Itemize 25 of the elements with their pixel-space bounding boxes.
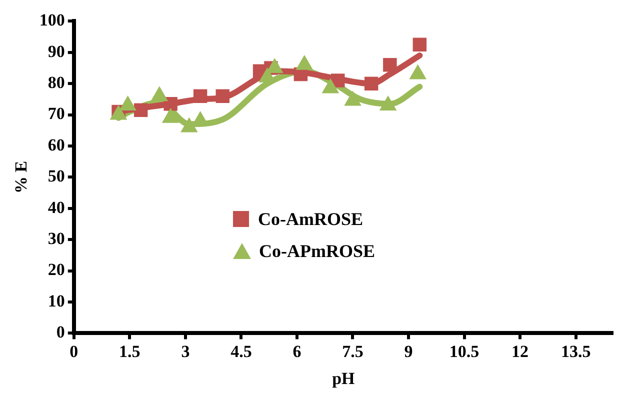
x-tick-label: 4.5 [230, 342, 252, 361]
y-tick-label: 50 [48, 166, 65, 186]
x-tick-label: 9 [404, 342, 413, 361]
legend-label: Co-APmROSE [259, 240, 375, 262]
y-tick-label: 60 [48, 135, 65, 154]
y-tick-label: 80 [48, 72, 65, 92]
x-axis-title: pH [332, 369, 355, 388]
x-tick-label: 6 [292, 342, 302, 361]
y-tick-label: 10 [48, 291, 65, 310]
y-tick-label: 30 [48, 228, 65, 248]
x-tick-label: 13.5 [560, 342, 591, 361]
x-tick-label: 0 [70, 342, 78, 361]
y-axis-title: % E [12, 160, 31, 194]
y-tick-label: 70 [48, 104, 65, 124]
x-tick-label: 7.5 [342, 342, 364, 361]
x-tick-label: 10.5 [449, 342, 480, 361]
legend-label: Co-AmROSE [258, 208, 364, 230]
x-tick-label: 12 [512, 342, 529, 361]
x-tick-label: 1.5 [119, 342, 140, 361]
y-tick-label: 20 [48, 260, 65, 280]
y-tick-label: 0 [56, 322, 65, 342]
x-tick-label: 3 [181, 342, 190, 361]
y-tick-label: 40 [48, 198, 65, 217]
y-tick-label: 90 [48, 42, 65, 61]
y-tick-label: 100 [39, 10, 65, 30]
